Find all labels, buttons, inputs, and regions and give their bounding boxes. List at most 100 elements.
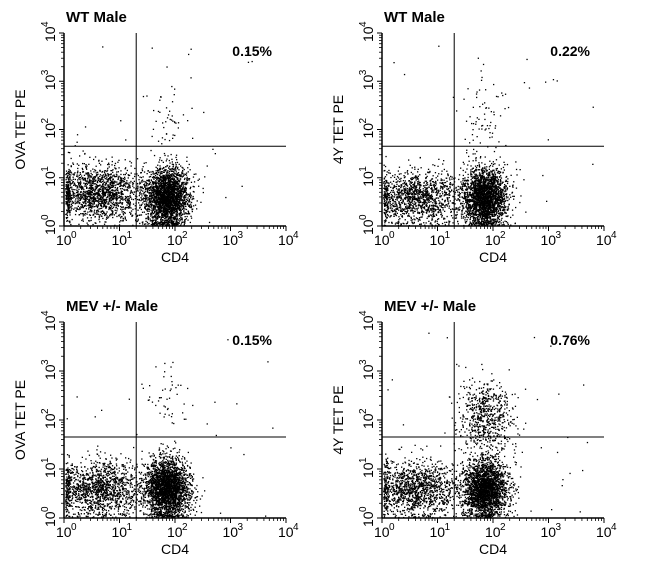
event-dot	[426, 189, 428, 191]
event-dot	[152, 200, 154, 202]
event-dot	[117, 178, 119, 181]
event-dot	[170, 212, 173, 214]
event-dot	[149, 198, 151, 200]
event-dot	[151, 195, 153, 197]
event-dot	[120, 173, 122, 176]
event-dot	[95, 197, 97, 200]
event-dot	[159, 201, 162, 203]
event-dot	[429, 170, 431, 173]
event-dot	[101, 188, 103, 190]
event-dot	[87, 198, 89, 200]
event-dot	[147, 218, 150, 221]
event-dot	[155, 177, 157, 179]
event-dot	[97, 204, 100, 206]
event-dot	[147, 205, 149, 207]
event-dot	[100, 211, 102, 213]
event-dot	[99, 207, 101, 210]
event-dot	[388, 221, 390, 224]
event-dot	[196, 200, 198, 202]
event-dot	[170, 215, 172, 217]
event-dot	[407, 197, 409, 200]
event-dot	[162, 194, 164, 196]
event-dot	[419, 219, 421, 221]
event-dot	[183, 178, 186, 181]
event-dot	[398, 209, 400, 211]
event-dot	[448, 223, 450, 225]
y-tick-label-base: 10	[42, 123, 58, 139]
event-dot	[142, 202, 144, 204]
event-dot	[87, 175, 89, 177]
event-dot	[70, 183, 72, 185]
event-dot	[90, 217, 92, 219]
event-dot	[111, 189, 114, 191]
event-dot	[165, 189, 167, 192]
event-dot	[156, 178, 158, 180]
event-dot	[65, 213, 67, 216]
event-dot	[145, 181, 147, 183]
event-dot	[414, 176, 417, 178]
event-dot	[81, 219, 83, 222]
event-dot	[82, 220, 84, 222]
event-dot	[67, 196, 69, 198]
event-dot	[157, 186, 159, 188]
event-dot	[170, 119, 173, 121]
event-dot	[112, 195, 115, 197]
event-dot	[74, 172, 76, 174]
event-dot	[108, 207, 111, 210]
event-dot	[96, 181, 99, 184]
event-dot	[88, 188, 90, 190]
event-dot	[169, 118, 171, 121]
event-dot	[155, 210, 157, 213]
x-tick-label-base: 10	[223, 232, 239, 248]
event-dot	[175, 200, 178, 202]
event-dot	[173, 175, 175, 178]
event-dot	[82, 177, 84, 179]
event-dot	[186, 179, 188, 181]
event-dot	[173, 211, 175, 213]
event-dot	[167, 172, 169, 174]
event-dot	[157, 206, 159, 209]
event-dot	[89, 176, 91, 178]
event-dot	[129, 204, 131, 206]
event-dot	[68, 220, 70, 223]
event-dot	[157, 177, 159, 180]
event-dot	[426, 199, 428, 201]
event-dot	[68, 168, 70, 171]
event-dot	[165, 182, 167, 184]
event-dot	[170, 217, 172, 220]
event-dot	[159, 212, 162, 214]
event-dot	[186, 194, 188, 196]
event-dot	[437, 165, 439, 167]
event-dot	[116, 194, 118, 196]
event-dot	[174, 184, 176, 187]
event-dot	[173, 194, 175, 196]
event-dot	[181, 198, 183, 201]
event-dot	[193, 205, 195, 207]
event-dot	[159, 99, 161, 101]
event-dot	[74, 193, 76, 195]
event-dot	[92, 179, 95, 181]
event-dot	[174, 200, 176, 202]
event-dot	[170, 216, 172, 218]
event-dot	[79, 207, 81, 210]
event-dot	[144, 207, 146, 209]
event-dot	[176, 194, 178, 197]
event-dot	[67, 195, 69, 197]
event-dot	[84, 201, 86, 203]
event-dot	[161, 203, 164, 206]
event-dot	[169, 180, 171, 182]
event-dot	[186, 156, 188, 158]
event-dot	[120, 183, 122, 185]
event-dot	[74, 189, 76, 191]
event-dot	[169, 214, 172, 216]
event-dot	[155, 172, 158, 174]
event-dot	[126, 199, 128, 201]
event-dot	[66, 184, 68, 186]
event-dot	[164, 192, 166, 194]
event-dot	[183, 221, 186, 223]
event-dot	[76, 163, 78, 165]
event-dot	[69, 220, 71, 222]
event-dot	[153, 206, 155, 208]
event-dot	[161, 172, 163, 175]
event-dot	[166, 194, 168, 197]
